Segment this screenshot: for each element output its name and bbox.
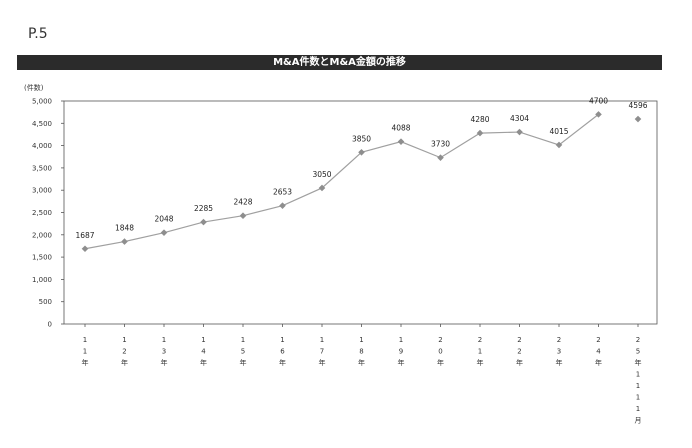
y-axis-unit-label: (件数) bbox=[24, 84, 44, 92]
data-point-marker bbox=[397, 138, 405, 145]
y-tick-label: 2,000 bbox=[32, 231, 52, 239]
series-line bbox=[84, 113, 599, 250]
y-tick-label: 4,500 bbox=[32, 120, 52, 128]
data-label: 3050 bbox=[312, 170, 331, 179]
data-label: 3730 bbox=[431, 140, 450, 149]
data-label: 4700 bbox=[589, 96, 608, 105]
y-tick-label: 3,500 bbox=[32, 164, 52, 172]
y-tick-label: 2,500 bbox=[32, 209, 52, 217]
data-point-marker bbox=[121, 238, 128, 245]
data-label: 3850 bbox=[352, 134, 371, 143]
data-label: 1687 bbox=[75, 231, 94, 240]
data-label: 2048 bbox=[154, 215, 173, 224]
data-label: 2653 bbox=[273, 188, 292, 197]
y-tick-label: 3,000 bbox=[32, 187, 52, 195]
y-tick-label: 4,000 bbox=[32, 142, 52, 150]
data-point-marker bbox=[634, 115, 642, 123]
data-point-marker bbox=[437, 154, 444, 161]
page-number: P.5 bbox=[28, 26, 48, 42]
data-point-marker bbox=[516, 128, 523, 136]
data-label: 2428 bbox=[233, 198, 252, 207]
chart-title: M&A件数とM&A金額の推移 bbox=[17, 55, 662, 70]
y-tick-label: 1,500 bbox=[32, 254, 52, 262]
data-point-marker bbox=[318, 184, 326, 192]
data-point-marker bbox=[476, 129, 484, 137]
y-tick-label: 500 bbox=[39, 298, 52, 306]
data-point-marker bbox=[200, 218, 207, 226]
data-label: 4088 bbox=[391, 124, 410, 133]
data-label: 4596 bbox=[628, 101, 647, 110]
data-point-marker bbox=[239, 212, 247, 220]
data-label: 4280 bbox=[470, 115, 489, 124]
y-tick-label: 5,000 bbox=[32, 98, 52, 106]
data-point-marker bbox=[358, 148, 365, 156]
data-point-marker bbox=[595, 111, 602, 118]
data-point-marker bbox=[279, 202, 286, 209]
data-point-marker bbox=[160, 229, 168, 236]
y-tick-label: 1,000 bbox=[32, 276, 52, 284]
data-label: 4304 bbox=[510, 114, 529, 123]
data-label: 1848 bbox=[115, 224, 134, 233]
y-tick-label: 0 bbox=[48, 321, 52, 329]
data-point-marker bbox=[81, 245, 89, 253]
data-point-marker bbox=[555, 141, 563, 149]
data-label: 2285 bbox=[194, 204, 213, 213]
data-label: 4015 bbox=[549, 127, 568, 136]
